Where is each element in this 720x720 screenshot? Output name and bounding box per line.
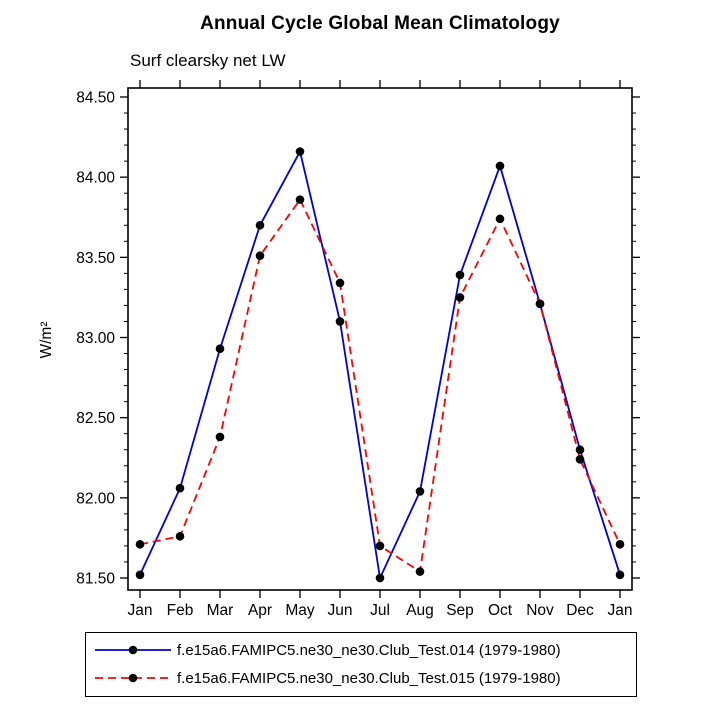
y-tick-label: 83.00 [76,330,115,347]
plot-frame [127,87,633,591]
x-tick-label: Sep [446,602,474,619]
data-point-marker [375,541,385,551]
legend-line-sample [95,673,171,683]
legend-label: f.e15a6.FAMIPC5.ne30_ne30.Club_Test.014 … [177,641,561,659]
data-point-marker [335,278,345,288]
x-tick-label: Jun [328,602,353,619]
x-tick-label: Nov [526,602,554,619]
legend-label: f.e15a6.FAMIPC5.ne30_ne30.Club_Test.015 … [177,669,561,687]
y-tick-label: 81.50 [76,571,115,588]
chart-title: Annual Cycle Global Mean Climatology [200,13,560,34]
data-point-marker [615,570,625,580]
legend-line-sample [95,645,171,655]
y-tick-label: 83.50 [76,250,115,267]
x-tick-label: May [285,602,315,619]
data-point-marker [535,299,545,309]
data-point-marker [415,567,425,576]
x-tick-label: Jan [128,602,153,619]
legend: f.e15a6.FAMIPC5.ne30_ne30.Club_Test.014 … [85,632,637,697]
legend-item: f.e15a6.FAMIPC5.ne30_ne30.Club_Test.015 … [86,664,636,692]
x-tick-label: Dec [566,602,594,619]
y-tick-label: 84.00 [76,170,115,187]
legend-item: f.e15a6.FAMIPC5.ne30_ne30.Club_Test.014 … [86,636,636,664]
chart-subtitle: Surf clearsky net LW [130,51,286,70]
data-point-marker [135,570,145,580]
data-point-marker [295,195,305,204]
data-point-marker [415,487,425,496]
data-point-marker [495,161,505,171]
series-line-dashed [139,197,621,574]
y-tick-label: 82.00 [76,490,115,507]
x-tick-label: Apr [248,602,272,619]
data-point-marker [295,147,305,156]
data-point-marker [255,220,265,230]
data-point-marker [215,344,225,354]
y-tick-label: 84.50 [76,90,115,107]
data-point-marker [175,483,185,493]
data-point-marker [615,540,625,549]
data-point-marker [375,573,385,583]
data-point-marker [495,214,505,224]
data-point-marker [215,432,225,442]
x-tick-label: Oct [488,602,513,619]
x-tick-label: Feb [167,602,194,619]
x-tick-label: Mar [207,602,234,619]
data-point-marker [335,317,345,326]
data-point-marker [455,270,465,280]
data-point-marker [575,445,585,455]
y-tick-label: 82.50 [76,410,115,427]
x-tick-label: Jan [608,602,633,619]
data-point-marker [255,251,265,261]
x-tick-label: Jul [370,602,390,619]
data-point-marker [175,532,185,541]
data-point-marker [455,293,465,302]
data-point-marker [575,455,585,464]
data-point-marker [135,540,145,549]
series-line-solid [139,149,621,582]
x-tick-label: Aug [406,602,434,619]
